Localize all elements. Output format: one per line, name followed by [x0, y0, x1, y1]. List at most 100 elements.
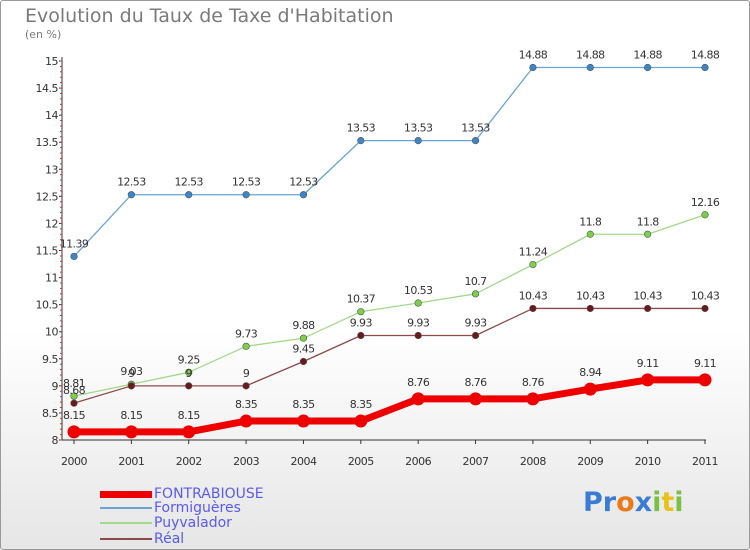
data-label: 8.76 — [407, 376, 430, 389]
data-point — [698, 373, 712, 387]
y-tick-label: 15 — [45, 55, 58, 68]
legend-item-formigueres: Formiguères — [100, 500, 241, 516]
data-point — [182, 425, 196, 439]
chart-title: Evolution du Taux de Taxe d'Habitation — [25, 5, 394, 27]
data-point — [296, 414, 310, 428]
data-label: 9 — [243, 367, 250, 380]
data-point — [414, 136, 422, 145]
data-label: 9 — [186, 367, 193, 380]
y-tick-label: 12 — [45, 217, 58, 230]
data-label: 8.15 — [63, 409, 86, 422]
data-point — [70, 252, 78, 261]
data-label: 13.53 — [404, 122, 433, 135]
data-label: 12.53 — [117, 176, 146, 189]
data-label: 11.39 — [60, 237, 89, 250]
proxiti-logo: Proxiti — [583, 487, 684, 518]
data-label: 11.8 — [637, 215, 660, 228]
data-point — [414, 299, 422, 307]
data-point — [299, 191, 308, 199]
series-line-réal — [73, 307, 706, 404]
data-label: 8.35 — [292, 398, 315, 411]
data-label: 10.43 — [576, 289, 605, 302]
data-point — [529, 63, 537, 72]
legend-label: Formiguères — [154, 500, 241, 516]
data-point — [67, 425, 81, 439]
y-tick-label: 12.5 — [36, 190, 59, 203]
data-label: 9.03 — [120, 365, 143, 378]
data-label: 12.53 — [174, 176, 203, 189]
y-tick-label: 8.5 — [42, 407, 58, 420]
data-point — [644, 230, 652, 238]
data-label: 8.94 — [579, 366, 602, 379]
data-point — [185, 191, 193, 199]
legend-swatch — [100, 490, 152, 498]
logo-letter: P — [583, 487, 603, 518]
data-label: 11.24 — [519, 246, 548, 259]
legend-swatch — [100, 507, 152, 509]
y-tick-label: 9 — [52, 380, 59, 393]
data-label: 10.53 — [404, 284, 433, 297]
data-point — [357, 308, 365, 316]
data-point — [529, 260, 537, 269]
data-point — [70, 392, 78, 400]
logo-letter: o — [616, 487, 635, 518]
x-tick-label: 2007 — [463, 455, 489, 468]
data-point — [242, 382, 250, 390]
data-point — [299, 357, 308, 366]
data-label: 8.15 — [120, 409, 143, 422]
data-point — [354, 414, 368, 428]
y-tick-label: 11 — [45, 272, 58, 285]
data-label: 12.53 — [232, 176, 261, 189]
data-point — [242, 191, 250, 199]
logo-letter: i — [674, 487, 684, 518]
data-point — [70, 399, 78, 407]
data-label: 10.37 — [347, 293, 376, 306]
data-point — [586, 230, 594, 238]
data-label: 8.76 — [522, 376, 545, 389]
legend-label: FONTRABIOUSE — [154, 486, 264, 502]
data-label: 9.45 — [292, 342, 315, 355]
data-label: 9.93 — [407, 317, 430, 330]
data-point — [641, 373, 655, 387]
data-label: 13.53 — [347, 122, 376, 135]
data-point — [185, 382, 193, 390]
data-label: 14.88 — [519, 48, 548, 61]
data-label: 8.76 — [464, 376, 487, 389]
logo-letter: i — [652, 487, 662, 518]
data-label: 8.68 — [63, 384, 86, 397]
data-point — [127, 382, 135, 390]
data-label: 14.88 — [576, 48, 605, 61]
data-label: 9.88 — [292, 319, 315, 332]
x-tick-label: 2009 — [577, 455, 603, 468]
x-tick-label: 2008 — [520, 455, 546, 468]
data-label: 9.25 — [178, 353, 201, 366]
data-label: 14.88 — [633, 48, 662, 61]
data-label: 9 — [128, 367, 135, 380]
data-point — [239, 414, 253, 428]
y-tick-label: 10.5 — [36, 299, 59, 312]
data-label: 12.16 — [691, 196, 720, 209]
data-point — [299, 334, 308, 342]
y-tick-label: 14.5 — [36, 82, 59, 95]
x-tick-label: 2005 — [348, 455, 374, 468]
data-point — [586, 304, 594, 313]
data-label: 9.93 — [350, 317, 373, 330]
series-line-puyvalador — [73, 214, 706, 397]
data-label: 9.73 — [235, 327, 258, 340]
data-label: 8.35 — [235, 398, 258, 411]
data-label: 8.35 — [350, 398, 373, 411]
data-label: 12.53 — [289, 176, 318, 189]
data-point — [471, 331, 480, 340]
logo-letter: t — [661, 487, 675, 518]
data-label: 10.43 — [519, 289, 548, 302]
y-tick-label: 14 — [45, 109, 58, 122]
legend-item-real: Réal — [100, 531, 184, 547]
data-point — [644, 304, 652, 313]
data-point — [357, 331, 365, 340]
data-point — [127, 191, 135, 199]
x-tick-label: 2003 — [233, 455, 259, 468]
data-point — [644, 63, 652, 72]
legend-swatch — [100, 522, 152, 524]
x-tick-label: 2010 — [635, 455, 661, 468]
